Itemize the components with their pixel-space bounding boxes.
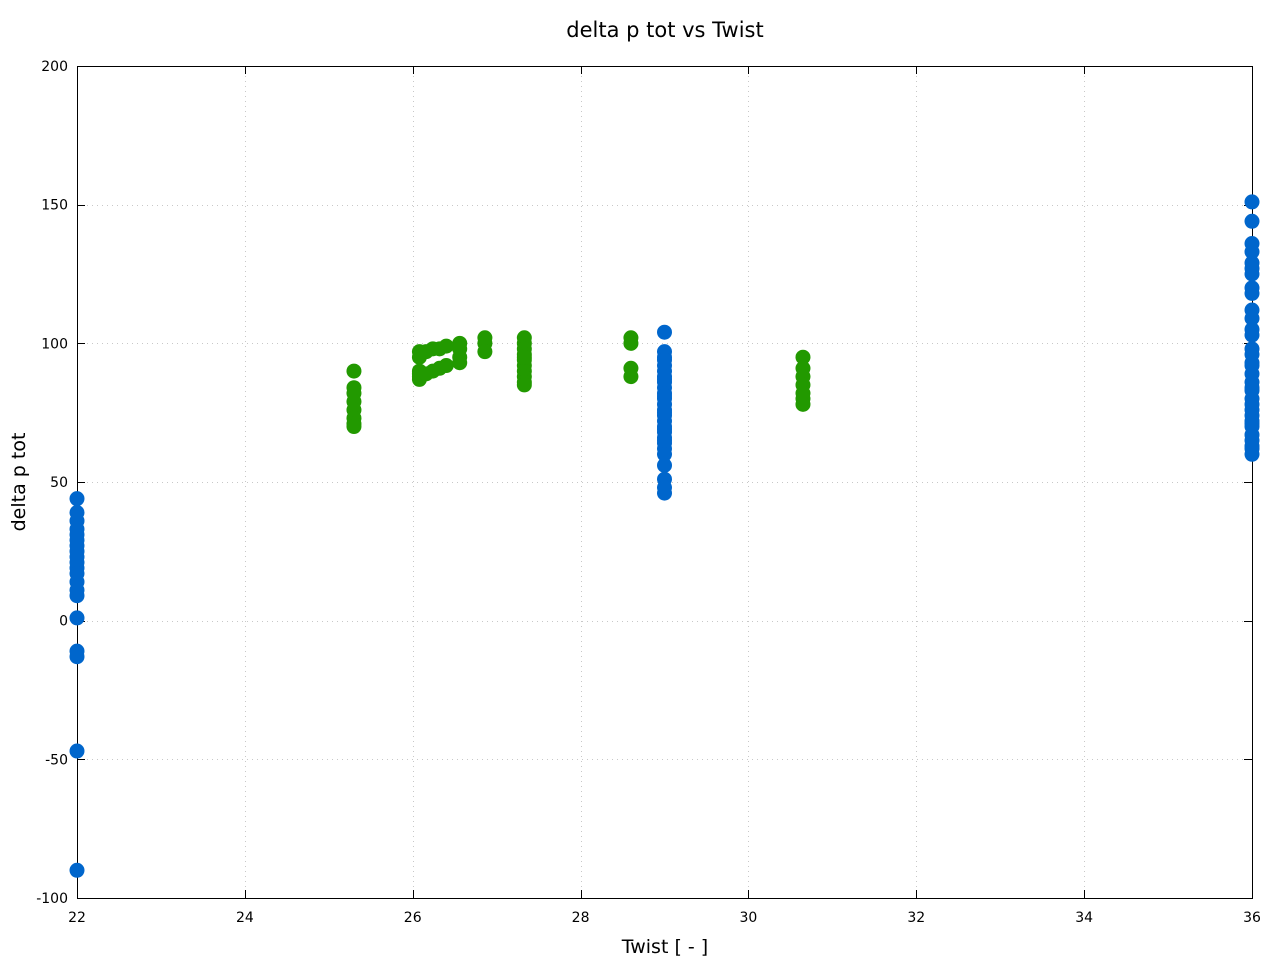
- data-point: [657, 432, 672, 448]
- data-point: [1244, 244, 1260, 260]
- x-tick-label: 28: [572, 910, 590, 926]
- data-point: [657, 388, 672, 404]
- y-tick-label: 50: [50, 475, 68, 491]
- y-axis-label: delta p tot: [8, 433, 30, 532]
- data-point: [69, 862, 85, 878]
- y-tick-label: -50: [45, 752, 68, 768]
- data-point: [657, 324, 672, 340]
- data-point: [1244, 355, 1260, 371]
- data-point: [69, 491, 85, 507]
- data-point: [623, 369, 639, 385]
- y-tick-label: -100: [36, 891, 68, 907]
- x-axis-label: Twist [ - ]: [621, 936, 708, 958]
- x-tick-label: 36: [1243, 910, 1261, 926]
- points-layer: [69, 194, 1260, 878]
- y-tick-label: 100: [41, 336, 68, 352]
- y-tick-label: 0: [59, 614, 68, 630]
- series-1: [346, 330, 811, 435]
- y-tick-label: 200: [41, 59, 68, 75]
- data-point: [346, 363, 362, 379]
- data-point: [657, 457, 672, 473]
- x-tick-label: 30: [740, 910, 758, 926]
- data-point: [1244, 213, 1260, 229]
- data-point: [452, 355, 468, 371]
- data-point: [623, 335, 639, 351]
- x-tick-label: 32: [907, 910, 925, 926]
- x-tick-label: 22: [68, 910, 86, 926]
- data-point: [657, 352, 672, 368]
- x-tick-label: 24: [236, 910, 254, 926]
- data-point: [795, 349, 811, 365]
- data-point: [1244, 285, 1260, 301]
- data-point: [69, 588, 85, 604]
- data-point: [795, 396, 811, 412]
- data-point: [657, 371, 672, 387]
- data-point: [1244, 194, 1260, 210]
- data-point: [657, 446, 672, 462]
- data-point: [657, 485, 672, 501]
- data-point: [69, 610, 85, 626]
- data-point: [1244, 416, 1260, 432]
- data-point: [1244, 438, 1260, 454]
- data-point: [657, 421, 672, 437]
- grid-layer: [77, 66, 1252, 898]
- data-point: [438, 338, 454, 354]
- data-point: [516, 377, 532, 393]
- tick-layer: 22 24 26 28 30 32 34 36 -100 -50 0 50 100 150 200: [36, 59, 1261, 926]
- data-point: [516, 349, 532, 365]
- data-point: [346, 419, 362, 435]
- data-point: [477, 344, 493, 360]
- x-tick-label: 34: [1075, 910, 1093, 926]
- data-point: [1244, 341, 1260, 357]
- data-point: [1244, 310, 1260, 326]
- series-0: [69, 194, 1260, 878]
- data-point: [69, 649, 85, 665]
- x-tick-label: 26: [404, 910, 422, 926]
- data-point: [1244, 327, 1260, 343]
- data-point: [657, 405, 672, 421]
- data-point: [1244, 380, 1260, 396]
- data-point: [1244, 266, 1260, 282]
- y-tick-label: 150: [41, 198, 68, 214]
- chart-title: delta p tot vs Twist: [566, 18, 763, 42]
- data-point: [438, 358, 454, 374]
- data-point: [69, 743, 85, 759]
